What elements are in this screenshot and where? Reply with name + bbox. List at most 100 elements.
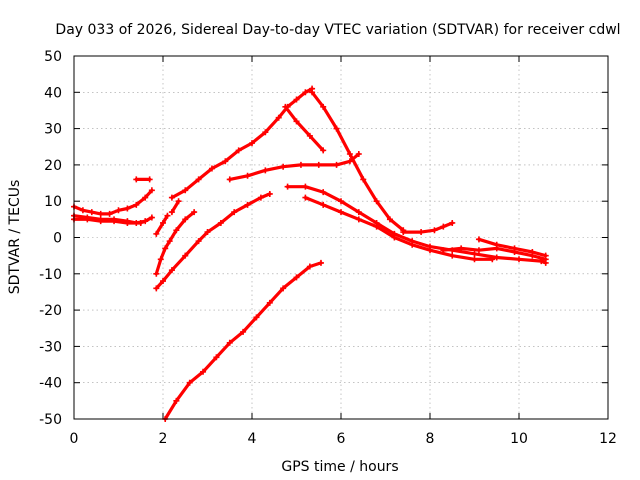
data-point (153, 230, 160, 237)
data-point (153, 270, 160, 277)
data-point (440, 247, 447, 254)
data-point (333, 125, 340, 132)
data-point (253, 314, 260, 321)
data-point (160, 278, 166, 285)
data-point (244, 172, 251, 179)
series-1-trace (72, 188, 154, 216)
data-point (458, 245, 465, 252)
data-point (240, 328, 247, 335)
data-point (79, 207, 86, 214)
data-point (162, 245, 169, 252)
y-tick-label: 40 (44, 85, 62, 101)
data-point (431, 227, 438, 234)
data-point (373, 198, 380, 205)
data-point (320, 189, 327, 196)
series-5-trace (154, 214, 169, 236)
data-point (146, 176, 153, 183)
data-point (409, 241, 416, 248)
data-point (346, 151, 353, 158)
data-point (297, 161, 304, 168)
data-point (133, 201, 140, 208)
data-point (164, 212, 171, 219)
data-point (266, 299, 273, 306)
data-point (168, 194, 175, 201)
data-point (320, 201, 327, 208)
x-tick-label: 2 (159, 431, 168, 447)
data-point (168, 267, 175, 274)
x-tick-label: 8 (426, 431, 435, 447)
grid-lines (74, 56, 608, 419)
data-point (97, 210, 104, 217)
data-point (231, 209, 238, 216)
data-point (142, 194, 149, 201)
tick-labels: 0 2 4 6 8 10 12 -50 -40 -30 -20 -10 0 10 20 30 40 50 (39, 49, 617, 447)
data-point (142, 218, 149, 225)
data-point (133, 176, 140, 183)
data-point (182, 216, 189, 223)
y-tick-label: -20 (39, 303, 62, 319)
data-point (275, 114, 282, 121)
x-tick-label: 10 (510, 431, 528, 447)
data-point (280, 285, 287, 292)
data-point (186, 379, 193, 386)
data-point (262, 167, 269, 174)
data-point (529, 249, 536, 256)
data-point (471, 256, 478, 263)
data-point (302, 183, 309, 190)
data-point (355, 216, 362, 223)
y-tick-label: -30 (39, 339, 62, 355)
data-point (427, 247, 433, 254)
data-point (137, 219, 144, 226)
data-point (475, 247, 482, 254)
plot-frame (73, 55, 609, 420)
data-point (200, 368, 207, 375)
data-point (226, 176, 233, 183)
y-axis-label: SDTVAR / TECUs (7, 180, 23, 295)
data-point (195, 176, 202, 183)
data-point (386, 216, 393, 223)
y-tick-label: -50 (39, 412, 62, 428)
data-point (115, 207, 122, 214)
data-point (88, 209, 95, 216)
data-point (338, 209, 344, 216)
data-point (309, 89, 316, 96)
data-point (449, 252, 456, 259)
data-point (373, 223, 380, 230)
data-point (355, 209, 362, 216)
y-tick-label: 50 (44, 49, 62, 65)
data-point (182, 252, 189, 259)
x-tick-label: 6 (337, 431, 346, 447)
data-point (111, 218, 118, 225)
data-point (293, 274, 300, 281)
data-point (302, 89, 309, 96)
data-point (148, 214, 155, 221)
axis-ticks (73, 55, 609, 420)
x-tick-label: 4 (248, 431, 257, 447)
data-point (449, 219, 456, 226)
data-point (280, 163, 287, 170)
data-point (320, 147, 327, 154)
data-point (208, 165, 215, 172)
data-point (302, 194, 309, 201)
data-point (471, 250, 478, 257)
data-point (333, 161, 340, 168)
data-point (284, 183, 291, 190)
data-point (175, 198, 182, 205)
series-7-trace (170, 199, 181, 214)
series-10-trace (310, 90, 405, 232)
data-point (282, 103, 289, 110)
data-point (391, 234, 398, 241)
data-point (106, 210, 113, 217)
data-point (148, 187, 155, 194)
data-point (222, 158, 229, 165)
data-point (153, 285, 160, 292)
data-point (168, 209, 175, 216)
y-tick-label: 0 (53, 231, 62, 247)
data-point (173, 227, 180, 234)
data-point (84, 216, 91, 223)
data-point (257, 194, 264, 201)
data-point (262, 129, 269, 136)
data-point (418, 229, 425, 236)
data-point (346, 158, 353, 165)
data-point (493, 241, 500, 248)
